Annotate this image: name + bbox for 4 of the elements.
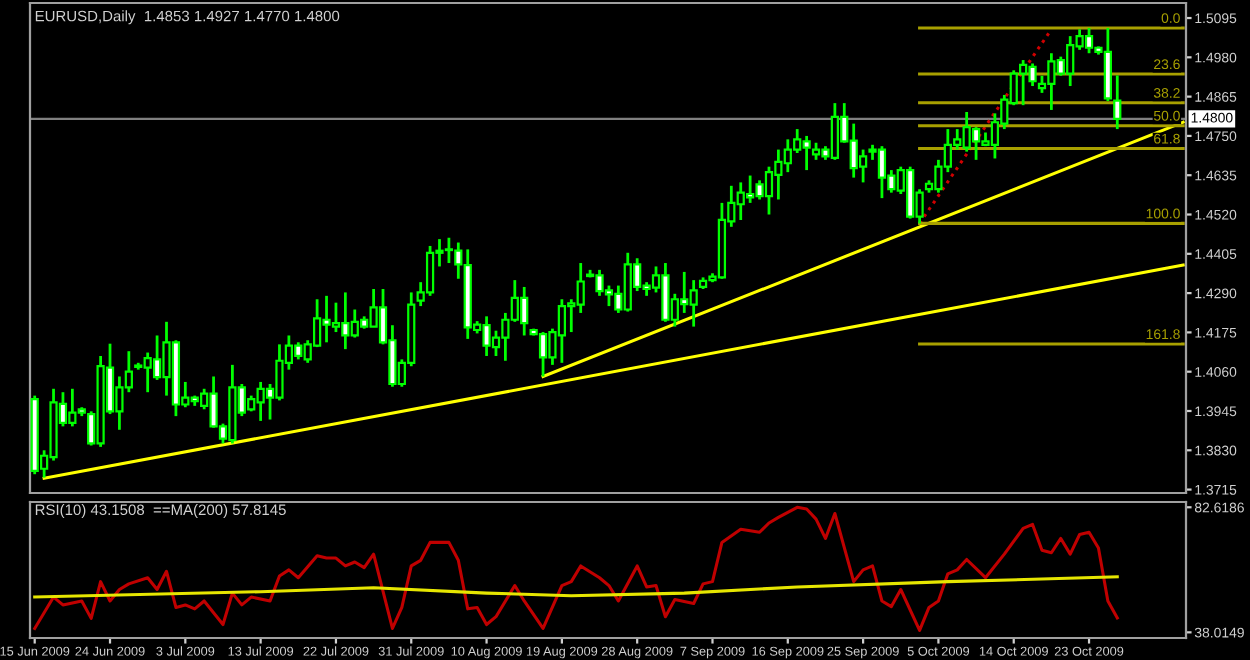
line-series [33,575,1119,599]
candlestick [1113,74,1122,131]
candlestick [858,148,868,184]
line-series [33,505,1119,632]
